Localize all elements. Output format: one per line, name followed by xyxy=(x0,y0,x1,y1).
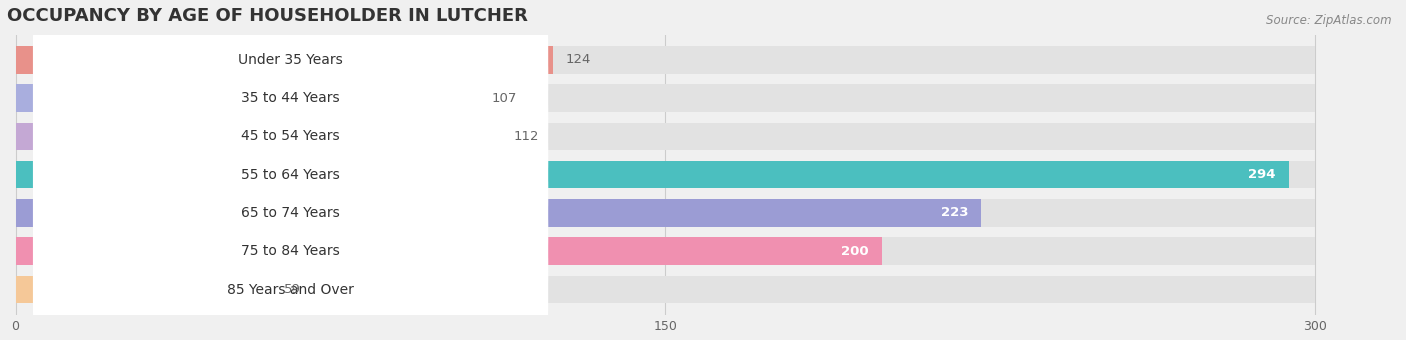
Bar xyxy=(15,122,1315,150)
FancyBboxPatch shape xyxy=(32,85,548,264)
FancyBboxPatch shape xyxy=(32,47,548,226)
Text: 294: 294 xyxy=(1249,168,1275,181)
Text: 223: 223 xyxy=(941,206,969,220)
Bar xyxy=(15,199,981,227)
Bar xyxy=(15,84,1315,112)
Text: 112: 112 xyxy=(513,130,538,143)
FancyBboxPatch shape xyxy=(32,124,548,302)
Bar xyxy=(15,84,479,112)
Text: 45 to 54 Years: 45 to 54 Years xyxy=(242,129,340,143)
Text: 75 to 84 Years: 75 to 84 Years xyxy=(242,244,340,258)
Bar xyxy=(15,161,1315,188)
Bar xyxy=(15,122,501,150)
Text: OCCUPANCY BY AGE OF HOUSEHOLDER IN LUTCHER: OCCUPANCY BY AGE OF HOUSEHOLDER IN LUTCH… xyxy=(7,7,527,25)
FancyBboxPatch shape xyxy=(32,200,548,340)
Bar xyxy=(15,238,1315,265)
FancyBboxPatch shape xyxy=(32,9,548,187)
FancyBboxPatch shape xyxy=(32,0,548,149)
Bar xyxy=(15,199,1315,227)
Text: 107: 107 xyxy=(492,91,517,104)
Bar xyxy=(15,46,1315,73)
Bar xyxy=(15,161,1289,188)
Text: 200: 200 xyxy=(841,245,869,258)
Bar xyxy=(15,46,553,73)
Text: 65 to 74 Years: 65 to 74 Years xyxy=(242,206,340,220)
Text: 55 to 64 Years: 55 to 64 Years xyxy=(242,168,340,182)
Text: 85 Years and Over: 85 Years and Over xyxy=(228,283,354,296)
Text: 35 to 44 Years: 35 to 44 Years xyxy=(242,91,340,105)
Text: Source: ZipAtlas.com: Source: ZipAtlas.com xyxy=(1267,14,1392,27)
Text: 59: 59 xyxy=(284,283,301,296)
Bar xyxy=(15,238,882,265)
Text: Under 35 Years: Under 35 Years xyxy=(238,53,343,67)
Text: 124: 124 xyxy=(565,53,591,66)
Bar xyxy=(15,276,1315,303)
FancyBboxPatch shape xyxy=(32,162,548,340)
Bar xyxy=(15,276,271,303)
